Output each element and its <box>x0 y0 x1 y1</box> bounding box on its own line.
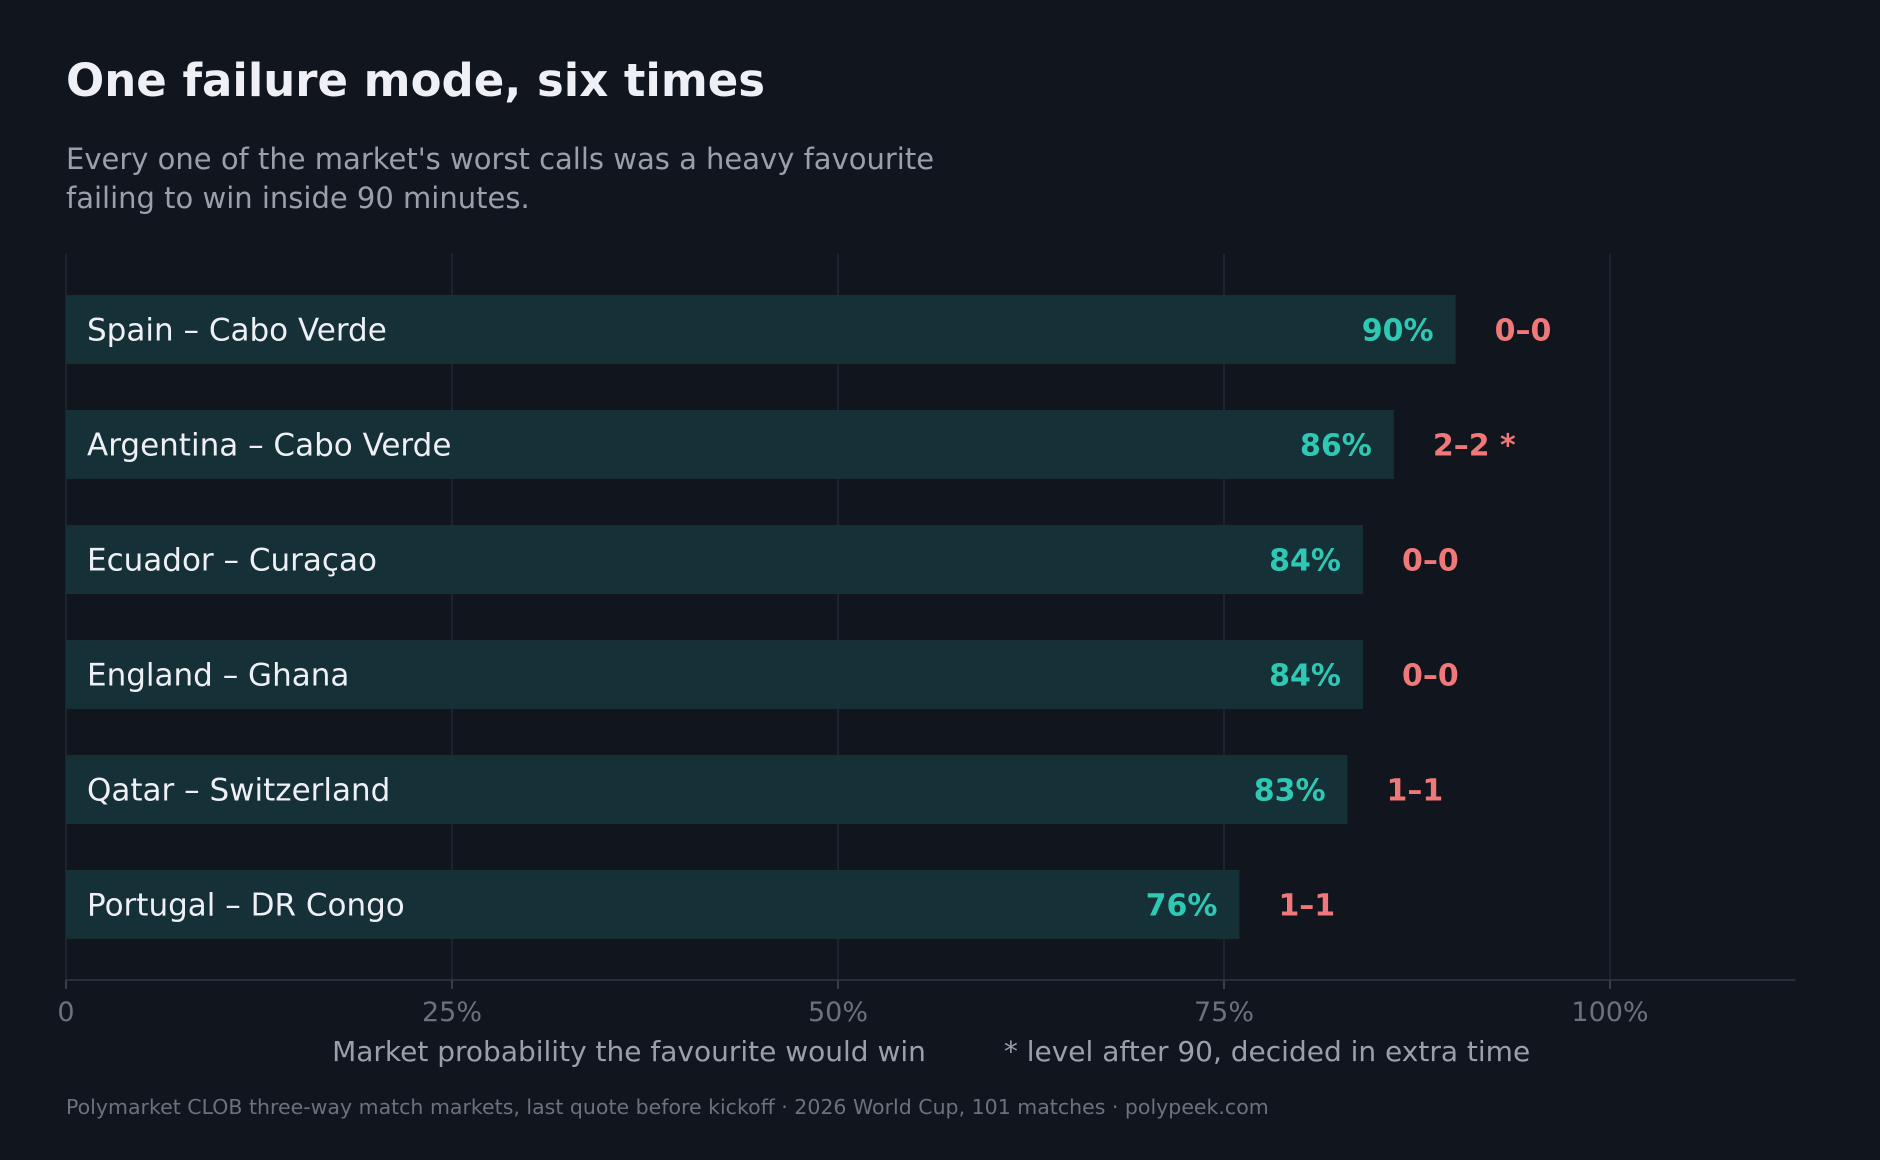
value-label-0: 90% <box>1362 314 1434 349</box>
x-axis: 0 25% 50% 75% 100% <box>57 979 1796 1028</box>
bar-1 <box>66 410 1394 479</box>
value-label-3: 84% <box>1269 659 1341 694</box>
value-label-2: 84% <box>1269 544 1341 579</box>
subtitle-line-2: failing to win inside 90 minutes. <box>66 181 530 215</box>
bar-label-5: Portugal – DR Congo <box>87 888 405 924</box>
value-label-4: 83% <box>1254 774 1326 809</box>
bar-label-3: England – Ghana <box>87 658 349 694</box>
bar-2 <box>66 525 1363 594</box>
x-tick-label-1: 25% <box>422 997 482 1028</box>
bar-label-4: Qatar – Switzerland <box>87 773 390 809</box>
x-tick-label-0: 0 <box>57 997 74 1028</box>
score-label-1: 2–2 * <box>1433 429 1516 464</box>
score-label-5: 1–1 <box>1278 889 1335 924</box>
value-label-5: 76% <box>1146 889 1218 924</box>
score-label-2: 0–0 <box>1402 544 1459 579</box>
score-label-4: 1–1 <box>1387 774 1444 809</box>
x-tick-label-2: 50% <box>808 997 868 1028</box>
x-tick-label-3: 75% <box>1194 997 1254 1028</box>
bar-5 <box>66 870 1240 939</box>
bar-4 <box>66 755 1348 824</box>
bar-0 <box>66 295 1456 364</box>
bar-label-2: Ecuador – Curaçao <box>87 543 377 579</box>
score-label-3: 0–0 <box>1402 659 1459 694</box>
value-label-1: 86% <box>1300 429 1372 464</box>
bars: Spain – Cabo Verde 90% 0–0 Argentina – Cabo… <box>66 295 1551 939</box>
source-footnote: Polymarket CLOB three-way match markets,… <box>66 1095 1269 1119</box>
x-tick-label-4: 100% <box>1571 997 1648 1028</box>
bar-label-0: Spain – Cabo Verde <box>87 313 387 349</box>
bar-label-1: Argentina – Cabo Verde <box>87 428 451 464</box>
score-label-0: 0–0 <box>1495 314 1552 349</box>
gridlines <box>65 254 1611 980</box>
chart-subtitle: Every one of the market's worst calls wa… <box>66 140 1046 218</box>
bar-3 <box>66 640 1363 709</box>
x-axis-label: Market probability the favourite would w… <box>332 1035 926 1068</box>
chart-title: One failure mode, six times <box>66 54 766 107</box>
subtitle-line-1: Every one of the market's worst calls wa… <box>66 142 935 176</box>
extra-time-note: * level after 90, decided in extra time <box>1004 1035 1530 1068</box>
